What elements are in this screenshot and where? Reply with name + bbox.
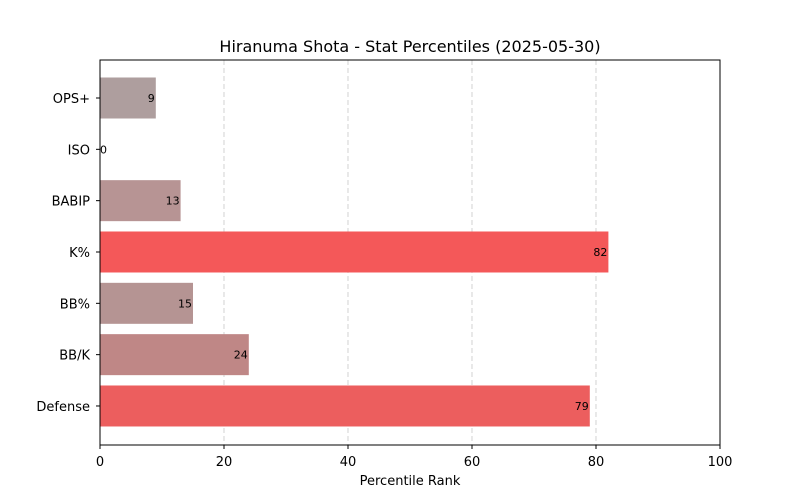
x-tick-label: 40 — [340, 455, 357, 470]
bar-value-label: 15 — [178, 297, 192, 310]
bar-value-label: 0 — [100, 143, 107, 156]
y-tick-label: OPS+ — [53, 92, 90, 107]
chart-title: Hiranuma Shota - Stat Percentiles (2025-… — [219, 37, 600, 56]
bar-value-label: 79 — [575, 400, 589, 413]
y-tick-label: BABIP — [52, 195, 91, 210]
y-tick-label: BB% — [60, 297, 90, 312]
x-tick-label: 80 — [588, 455, 605, 470]
bar-value-label: 24 — [234, 349, 248, 362]
bar — [100, 231, 609, 273]
value-labels: 9 0 13 82 15 24 79 — [100, 92, 607, 413]
y-tick-label: ISO — [68, 143, 90, 158]
x-tick-label: 20 — [216, 455, 233, 470]
x-tick-label: 60 — [464, 455, 481, 470]
y-tick-label: BB/K — [59, 349, 90, 364]
x-tick-label: 0 — [96, 455, 104, 470]
bar-value-label: 13 — [166, 195, 180, 208]
bar — [100, 334, 249, 376]
bar — [100, 282, 193, 324]
bar — [100, 77, 156, 119]
x-tick-label: 100 — [708, 455, 733, 470]
bar-value-label: 82 — [593, 246, 607, 259]
bar-value-label: 9 — [148, 92, 155, 105]
y-tick-label: K% — [69, 246, 90, 261]
bar — [100, 180, 181, 222]
y-axis-ticks: OPS+ ISO BABIP K% BB% BB/K Defense — [36, 92, 100, 415]
bar — [100, 385, 590, 427]
x-axis-label: Percentile Rank — [360, 474, 461, 489]
bars — [100, 77, 609, 427]
x-axis-ticks: 0 20 40 60 80 100 — [96, 445, 733, 470]
plot-frame — [99, 59, 721, 446]
y-tick-label: Defense — [36, 400, 90, 415]
